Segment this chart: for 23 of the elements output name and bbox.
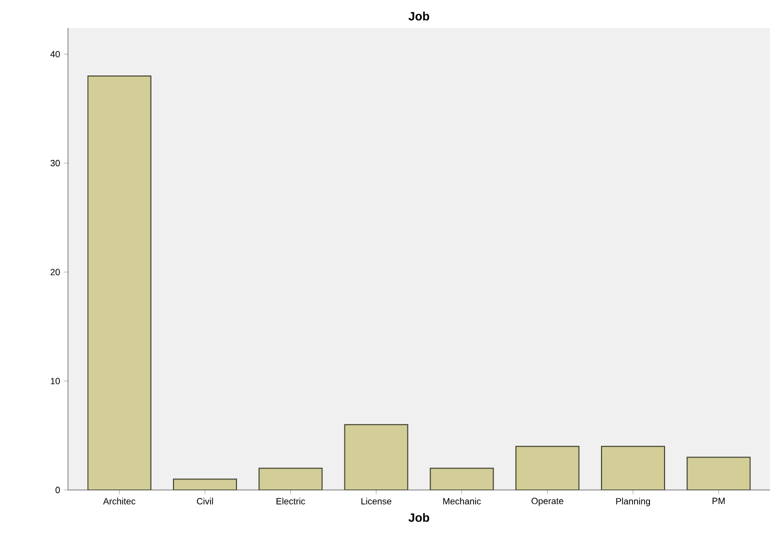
x-tick-label: Mechanic <box>443 498 481 504</box>
x-axis-title: Job <box>408 513 430 522</box>
bar <box>601 446 666 490</box>
bar <box>515 446 580 490</box>
x-tick-label: Architec <box>103 498 136 504</box>
y-tick-label: 0 <box>56 486 60 494</box>
x-tick-label: PM <box>712 498 725 504</box>
bar <box>686 456 751 490</box>
bar <box>430 468 494 490</box>
bar <box>87 75 152 490</box>
y-tick-label: 40 <box>50 50 60 58</box>
bar <box>258 468 323 490</box>
y-tick-label: 10 <box>50 378 60 384</box>
y-tick-label: 30 <box>50 160 60 166</box>
x-tick-label: License <box>361 498 392 504</box>
chart-title: Job <box>408 12 430 20</box>
x-tick-label: Planning <box>616 498 650 506</box>
x-tick-label: Electric <box>276 498 306 504</box>
bar <box>172 478 237 490</box>
x-tick-label: Civil <box>196 498 213 504</box>
bar <box>344 424 408 490</box>
x-tick-label: Operate <box>532 498 564 506</box>
y-tick-label: 20 <box>50 268 60 276</box>
